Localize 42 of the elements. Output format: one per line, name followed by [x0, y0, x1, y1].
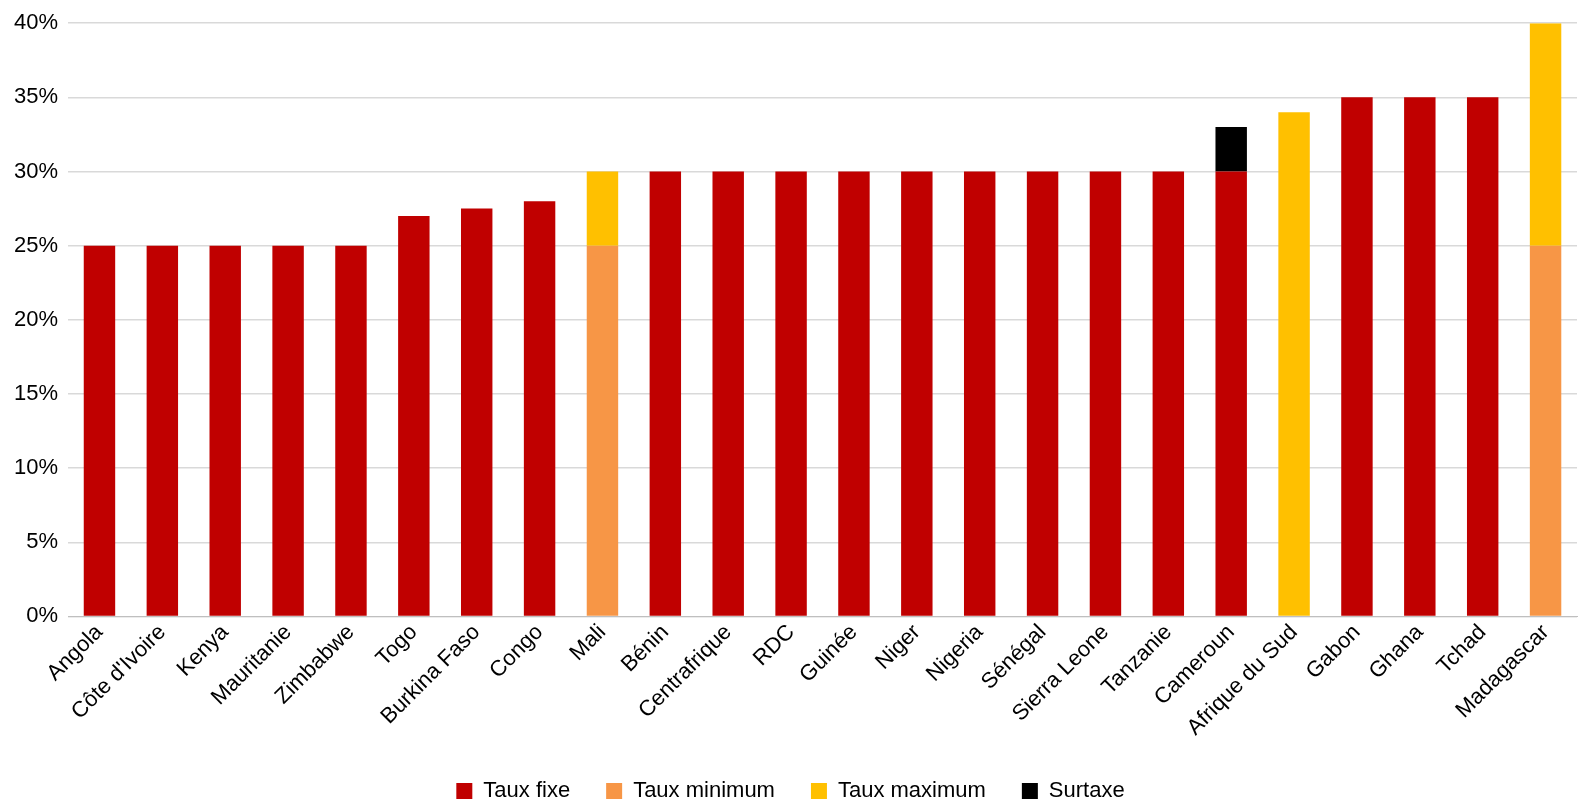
bar — [1215, 171, 1247, 616]
bar — [1466, 97, 1499, 616]
bar — [209, 245, 241, 616]
legend-label: Taux fixe — [483, 777, 571, 803]
bar — [398, 216, 430, 616]
x-tick-label: Mali — [564, 618, 611, 666]
y-tick-label: 20% — [13, 305, 59, 331]
bar — [963, 171, 996, 616]
y-tick-label: 25% — [13, 231, 59, 257]
bar — [1089, 171, 1122, 616]
bar — [335, 245, 367, 616]
bar — [1215, 127, 1247, 172]
y-tick-label: 5% — [26, 528, 59, 554]
y-tick-label: 30% — [13, 157, 59, 183]
bar — [1529, 245, 1562, 616]
y-tick-label: 35% — [13, 83, 59, 109]
y-tick-label: 40% — [13, 9, 59, 35]
y-tick-label: 15% — [13, 380, 59, 406]
bar — [146, 245, 179, 616]
bar — [460, 208, 493, 616]
bar — [83, 245, 116, 616]
bar — [586, 245, 619, 616]
y-tick-label: 0% — [26, 602, 59, 628]
x-tick-label: Togo — [370, 618, 422, 671]
bar — [523, 201, 556, 616]
y-tick-label: 10% — [13, 454, 59, 480]
bar — [649, 171, 682, 616]
bar — [1529, 23, 1562, 246]
bar — [712, 171, 744, 616]
bar — [586, 171, 619, 246]
legend-label: Taux minimum — [633, 777, 775, 803]
bar — [1404, 97, 1436, 616]
legend-label: Taux maximum — [837, 777, 986, 803]
bar — [272, 245, 304, 616]
bar — [838, 171, 870, 616]
bar — [901, 171, 933, 616]
bar — [1152, 171, 1185, 616]
bar — [775, 171, 807, 616]
bar — [1026, 171, 1059, 616]
bar — [1341, 97, 1373, 616]
legend-label: Surtaxe — [1048, 777, 1125, 803]
bar — [1278, 112, 1310, 616]
